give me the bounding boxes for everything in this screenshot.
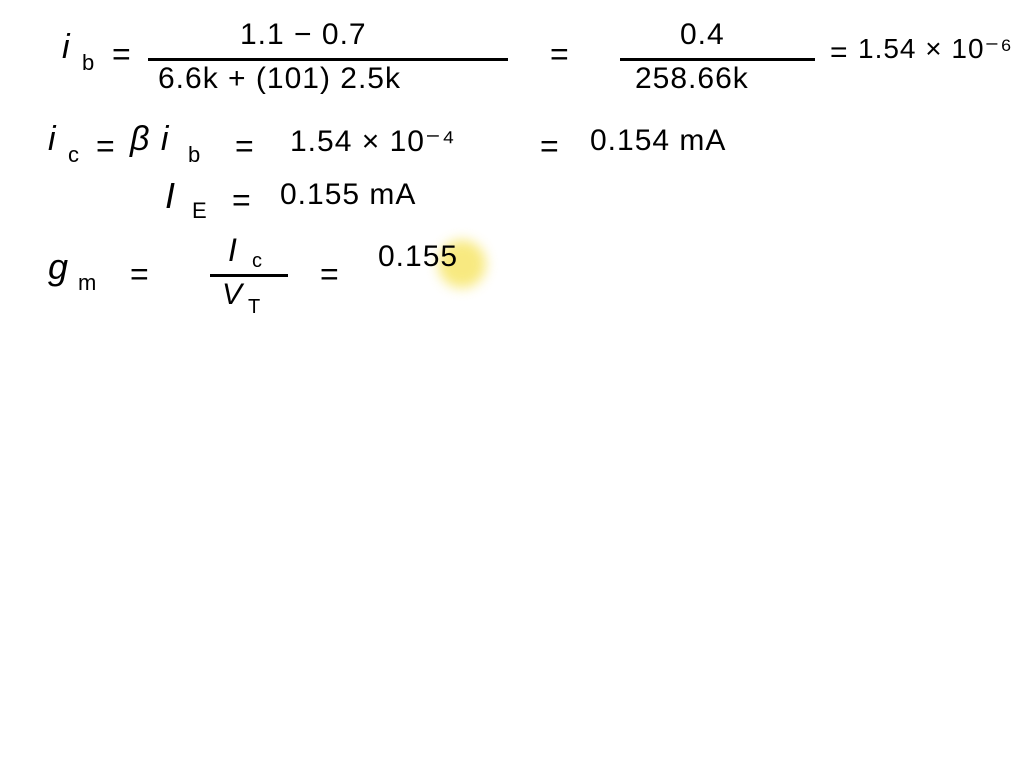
Ie-symbol-I: I bbox=[165, 175, 176, 217]
frac1-line bbox=[148, 58, 508, 61]
ib-symbol-sub: b bbox=[82, 50, 95, 76]
frac1-numerator: 1.1 − 0.7 bbox=[240, 18, 367, 52]
gm-frac-line bbox=[210, 274, 288, 277]
beta-ib: β i bbox=[130, 120, 169, 159]
beta-ib-sub: b bbox=[188, 142, 201, 168]
gm-frac-denom-sub: T bbox=[248, 296, 261, 319]
ib-equals-1: = bbox=[112, 36, 132, 73]
Ie-val: 0.155 mA bbox=[280, 178, 416, 212]
gm-symbol-sub: m bbox=[78, 270, 97, 296]
frac2-denominator: 258.66k bbox=[635, 62, 749, 96]
Ie-equals: = bbox=[232, 182, 252, 219]
gm-frac-numer-I: I bbox=[228, 232, 238, 269]
ib-result: 1.54 × 10⁻⁶ bbox=[858, 32, 1013, 65]
frac2-numerator: 0.4 bbox=[680, 18, 725, 52]
gm-frac-numer-sub: c bbox=[252, 250, 263, 273]
ic-symbol-i: i bbox=[48, 120, 57, 159]
ic-equals-1: = bbox=[96, 128, 116, 165]
gm-symbol-g: g bbox=[48, 246, 69, 288]
ib-symbol-i: i bbox=[62, 28, 71, 67]
ic-equals-3: = bbox=[540, 128, 560, 165]
handwriting-canvas: i b = 1.1 − 0.7 6.6k + (101) 2.5k = 0.4 … bbox=[0, 0, 1024, 768]
ic-equals-2: = bbox=[235, 128, 255, 165]
ic-symbol-sub: c bbox=[68, 142, 80, 168]
frac1-denominator: 6.6k + (101) 2.5k bbox=[158, 62, 401, 96]
ib-equals-3: = bbox=[830, 36, 849, 70]
frac2-line bbox=[620, 58, 815, 61]
ib-equals-2: = bbox=[550, 36, 570, 73]
ic-val2: 0.154 mA bbox=[590, 124, 726, 158]
gm-equals-2: = bbox=[320, 256, 340, 293]
ic-val1: 1.54 × 10⁻⁴ bbox=[290, 124, 456, 159]
gm-val: 0.155 bbox=[378, 240, 458, 274]
gm-frac-denom-V: V bbox=[222, 278, 243, 312]
gm-equals-1: = bbox=[130, 256, 150, 293]
Ie-symbol-sub: E bbox=[192, 198, 208, 224]
